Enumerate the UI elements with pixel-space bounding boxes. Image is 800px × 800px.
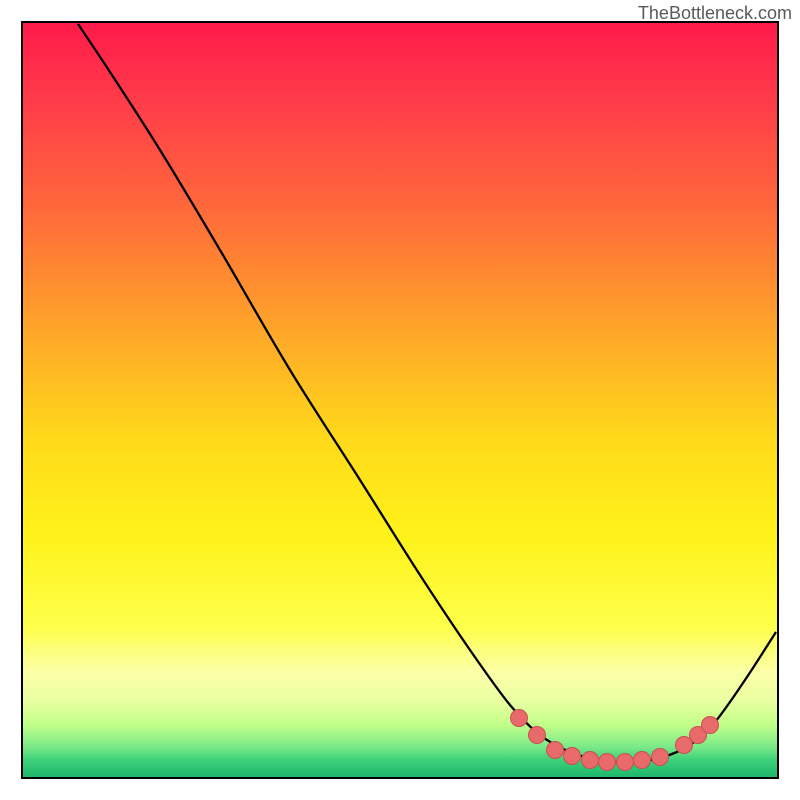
bottleneck-chart <box>0 0 800 800</box>
plot-background <box>22 22 778 778</box>
data-marker <box>511 710 528 727</box>
data-marker <box>652 749 669 766</box>
data-marker <box>599 754 616 771</box>
data-marker <box>702 717 719 734</box>
data-marker <box>634 752 651 769</box>
data-marker <box>582 752 599 769</box>
data-marker <box>547 742 564 759</box>
data-marker <box>564 748 581 765</box>
data-marker <box>617 754 634 771</box>
chart-svg <box>0 0 800 800</box>
data-marker <box>676 737 693 754</box>
data-marker <box>529 727 546 744</box>
watermark-text: TheBottleneck.com <box>638 3 792 24</box>
